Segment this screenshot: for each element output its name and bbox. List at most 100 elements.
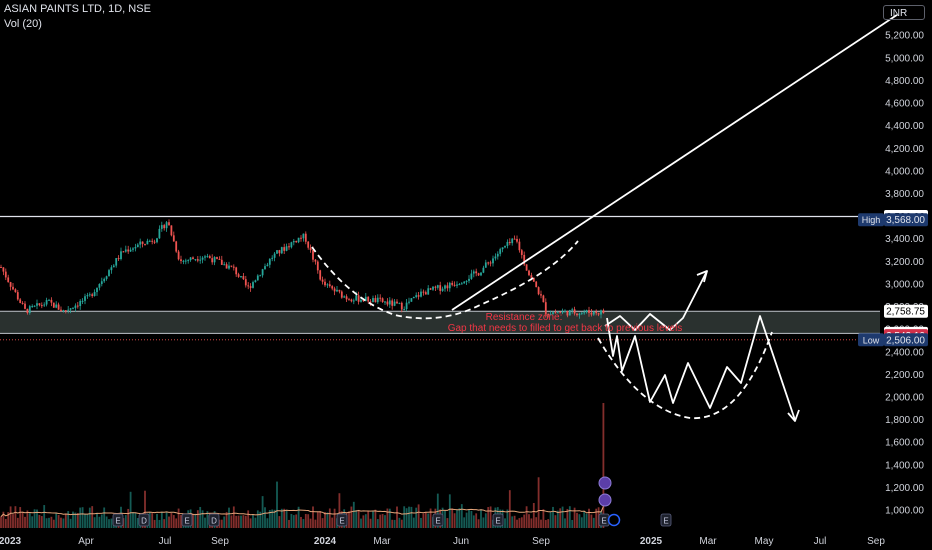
candle-body bbox=[453, 284, 456, 286]
candle-body bbox=[590, 312, 593, 315]
candle-body bbox=[172, 235, 175, 242]
time-axis[interactable]: 2023 Apr Jul Sep 2024 Mar Jun Sep 2025 Mar May Jul S… bbox=[0, 536, 885, 547]
volume-bar bbox=[19, 507, 22, 528]
candle-body bbox=[7, 277, 10, 283]
volume-bar bbox=[180, 514, 182, 528]
candle-body bbox=[326, 284, 329, 286]
earnings-icon-label: D bbox=[211, 517, 217, 526]
volume-bar bbox=[422, 513, 425, 528]
candle-body bbox=[307, 241, 310, 248]
volume-bar bbox=[50, 516, 53, 528]
candle-body bbox=[420, 291, 422, 297]
candle-body bbox=[55, 304, 58, 308]
candle-body bbox=[384, 301, 386, 303]
event-icon bbox=[598, 476, 612, 490]
y-tick-label: 4,600.00 bbox=[885, 99, 924, 110]
candle-body bbox=[357, 295, 360, 302]
candle-body bbox=[427, 288, 430, 295]
volume-bar bbox=[88, 507, 91, 528]
candle-body bbox=[540, 294, 542, 296]
candle-body bbox=[369, 301, 372, 303]
volume-bar bbox=[578, 514, 581, 528]
candle-body bbox=[57, 304, 60, 310]
candle-body bbox=[40, 305, 43, 307]
volume-bar bbox=[489, 506, 492, 528]
volume-bar bbox=[285, 509, 288, 528]
candle-body bbox=[4, 271, 7, 278]
volume-bar bbox=[530, 518, 533, 528]
candle-body bbox=[547, 314, 550, 316]
candle-body bbox=[249, 286, 252, 288]
volume-bar bbox=[520, 517, 523, 528]
candle-body bbox=[465, 280, 468, 282]
candle-body bbox=[134, 247, 137, 249]
candle-body bbox=[544, 302, 547, 315]
candle-body bbox=[482, 267, 485, 273]
candle-body bbox=[343, 296, 346, 298]
y-tick-label: 1,800.00 bbox=[885, 415, 924, 426]
volume-bar bbox=[148, 512, 151, 528]
candle-body bbox=[386, 301, 389, 305]
candle-body bbox=[393, 301, 396, 306]
volume-bar bbox=[386, 508, 389, 528]
earnings-icon bbox=[492, 513, 504, 527]
volume-bar bbox=[537, 477, 540, 528]
volume-bar bbox=[316, 512, 319, 528]
candle-body bbox=[516, 238, 518, 242]
candle-body bbox=[489, 262, 492, 264]
cup-arc-2024 bbox=[311, 240, 579, 320]
candle-body bbox=[12, 286, 14, 290]
volume-bar bbox=[357, 509, 360, 528]
candle-body bbox=[456, 284, 458, 286]
volume-bar bbox=[134, 512, 137, 528]
volume-bar bbox=[482, 517, 485, 528]
candle-body bbox=[290, 242, 293, 248]
volume-bar bbox=[576, 512, 578, 528]
candle-body bbox=[208, 256, 211, 259]
y-tick-label: 2,000.00 bbox=[885, 393, 924, 404]
candle-body bbox=[141, 241, 144, 244]
candle-body bbox=[175, 241, 178, 252]
volume-bar bbox=[103, 507, 106, 528]
candle-body bbox=[597, 313, 600, 315]
volume-bar bbox=[504, 518, 506, 528]
volume-bar bbox=[583, 511, 586, 528]
earnings-icon bbox=[336, 513, 348, 527]
candle-body bbox=[302, 233, 305, 239]
volume-bar bbox=[172, 515, 175, 528]
volume-bar bbox=[559, 508, 562, 528]
volume-bar bbox=[523, 514, 526, 528]
earnings-icon-label: E bbox=[435, 517, 440, 526]
candle-body bbox=[321, 279, 324, 282]
candle-body bbox=[374, 298, 377, 303]
volume-bar bbox=[580, 517, 583, 528]
volume-bar bbox=[40, 516, 43, 528]
candle-body bbox=[285, 246, 288, 251]
candle-body bbox=[566, 310, 569, 316]
earnings-icon bbox=[432, 513, 444, 527]
cup-arc-forecast bbox=[597, 331, 773, 419]
candle-body bbox=[16, 292, 19, 300]
volume-bar bbox=[144, 490, 146, 528]
volume-bar bbox=[0, 516, 2, 528]
currency-button[interactable]: INR bbox=[883, 5, 925, 20]
volume-ma-line bbox=[0, 506, 604, 517]
volume-bar bbox=[453, 513, 456, 528]
price-axis[interactable]: 1,000.00 1,200.00 1,400.00 1,600.00 1,800.00… bbox=[858, 31, 928, 517]
candle-body bbox=[201, 257, 204, 260]
volume-bar bbox=[55, 513, 58, 528]
volume-bar bbox=[206, 511, 209, 528]
candle-body bbox=[352, 300, 355, 302]
volume-bar bbox=[571, 519, 574, 528]
volume-bar bbox=[232, 506, 235, 528]
volume-bar bbox=[295, 514, 298, 528]
volume-bar bbox=[552, 506, 554, 528]
symbol-title[interactable]: ASIAN PAINTS LTD, 1D, NSE bbox=[4, 3, 151, 15]
volume-bar bbox=[367, 510, 370, 528]
volume-bar bbox=[403, 506, 406, 528]
volume-bar bbox=[314, 519, 317, 528]
volume-indicator-label[interactable]: Vol (20) bbox=[4, 18, 42, 30]
x-tick-label: Jul bbox=[159, 536, 172, 547]
candle-body bbox=[336, 289, 338, 292]
